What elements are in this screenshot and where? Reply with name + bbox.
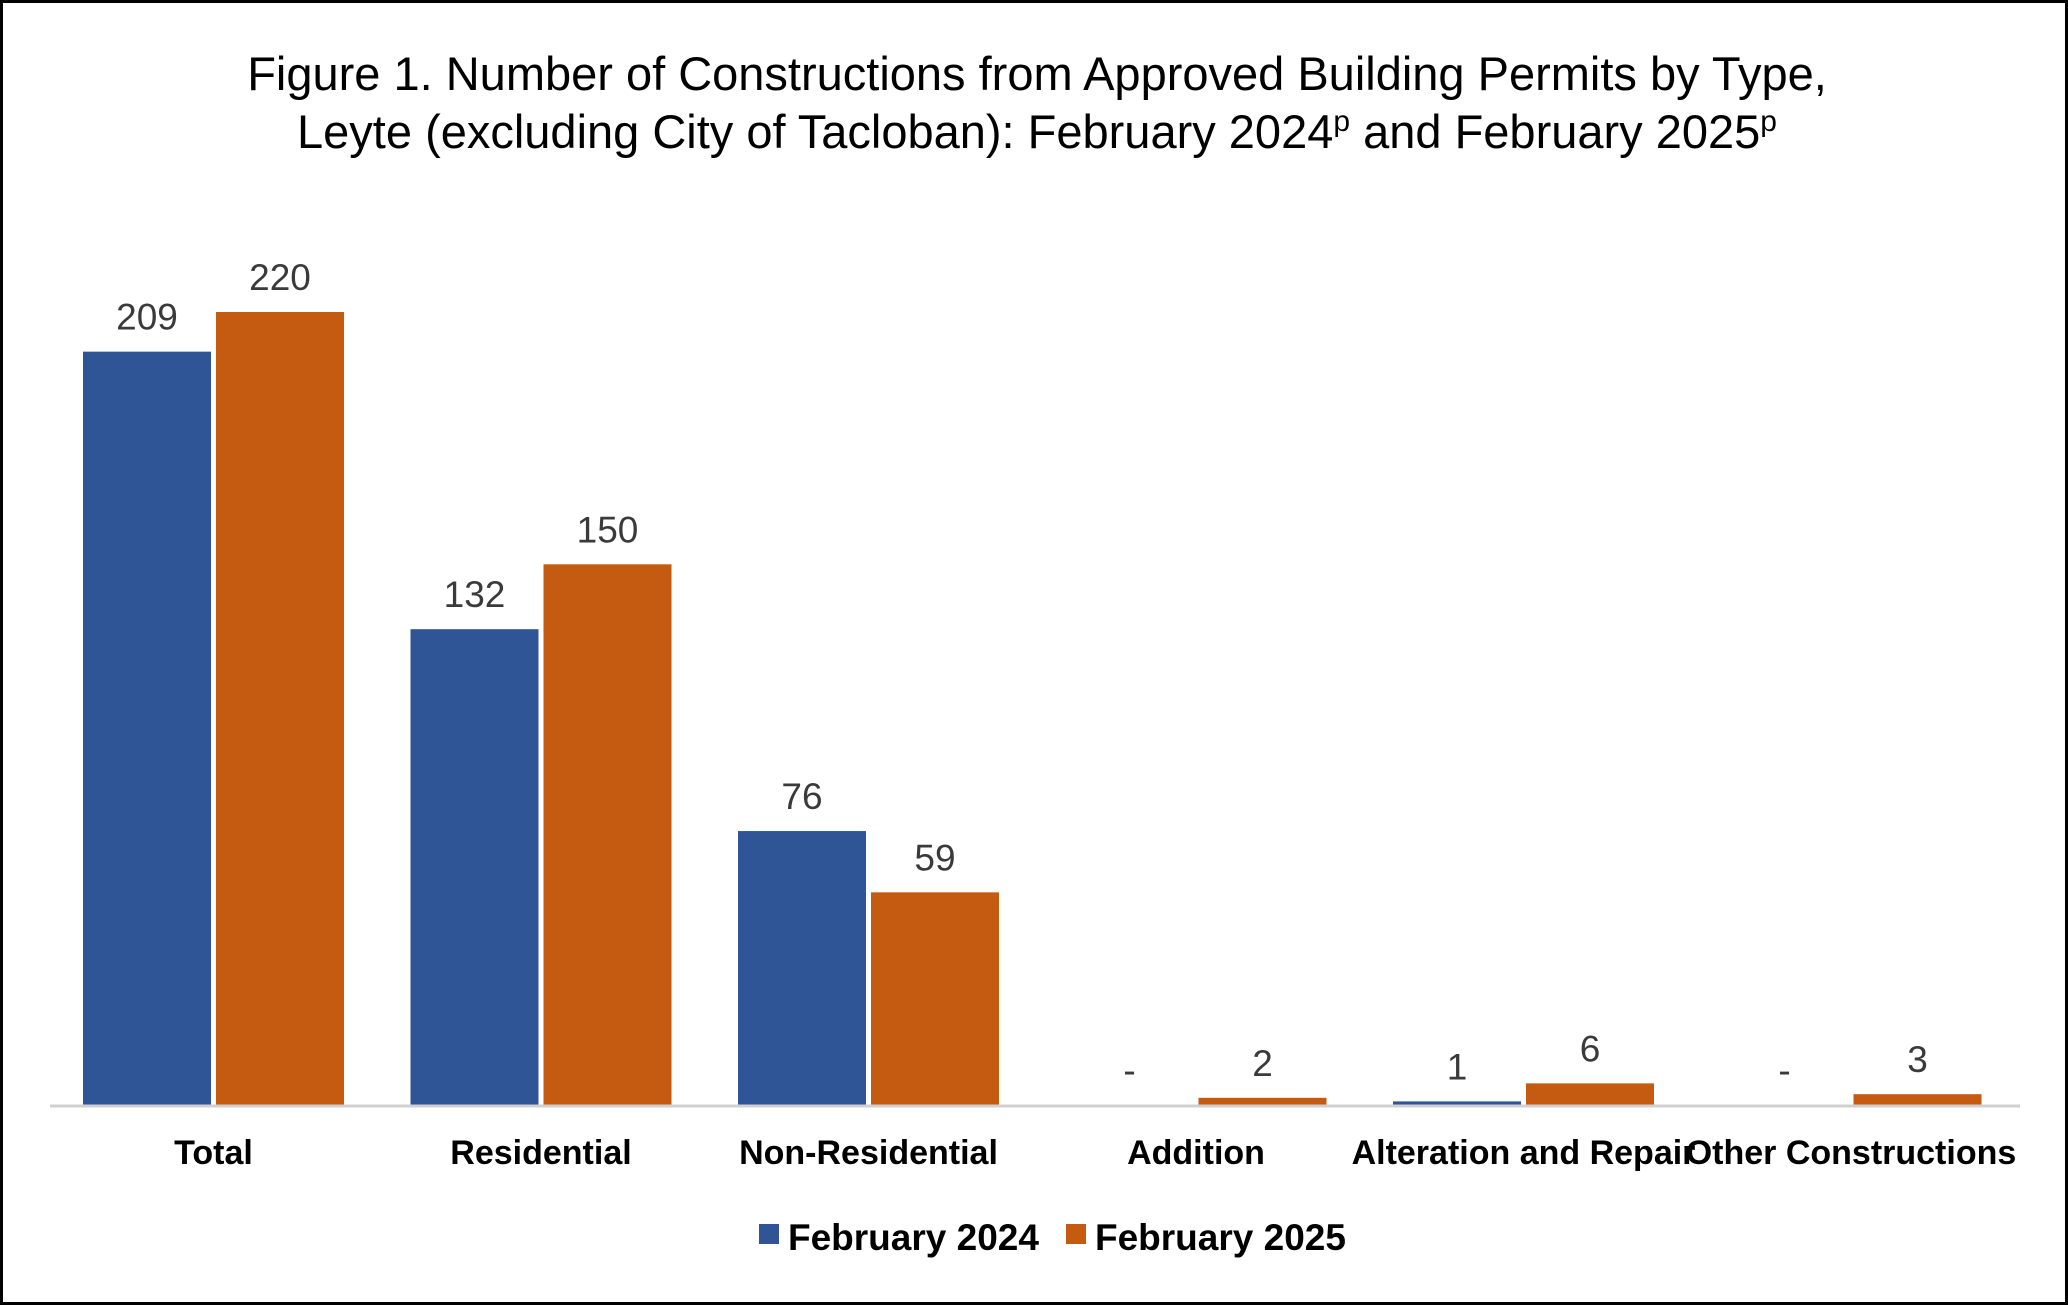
chart-title-line2: Leyte (excluding City of Tacloban): Febr…	[3, 103, 2068, 161]
bar-alteration-and-repair-february-2025	[1526, 1083, 1654, 1105]
bar-total-february-2024	[83, 351, 211, 1105]
bars-layer	[83, 312, 1982, 1105]
bar-residential-february-2025	[543, 564, 672, 1105]
data-label-alteration-and-repair-february-2024: 1	[1447, 1046, 1468, 1087]
legend-swatch-february-2025	[1066, 1224, 1086, 1244]
data-label-residential-february-2024: 132	[444, 574, 506, 615]
category-label-total: Total	[174, 1134, 253, 1172]
data-label-alteration-and-repair-february-2025: 6	[1580, 1028, 1601, 1069]
legend-label-february-2024: February 2024	[788, 1217, 1039, 1258]
title-part-mid: and February 2025	[1350, 105, 1761, 158]
title-sup-2: p	[1760, 105, 1777, 138]
bar-addition-february-2025	[1198, 1097, 1327, 1105]
data-label-addition-february-2024: -	[1123, 1050, 1135, 1091]
chart-title-line1: Figure 1. Number of Constructions from A…	[247, 47, 1827, 100]
data-label-non-residential-february-2025: 59	[914, 837, 955, 878]
bar-non-residential-february-2025	[871, 892, 999, 1105]
data-label-total-february-2025: 220	[249, 257, 311, 298]
bar-total-february-2025	[216, 312, 344, 1105]
bar-alteration-and-repair-february-2024	[1393, 1101, 1521, 1105]
data-label-residential-february-2025: 150	[577, 509, 639, 550]
category-label-non-residential: Non-Residential	[739, 1134, 998, 1172]
data-labels-layer: 209 220 132 150 76 59 - 2 1 6 - 3	[116, 257, 1928, 1091]
title-sup-1: p	[1333, 105, 1351, 138]
category-label-alteration-and-repair: Alteration and Repair	[1352, 1134, 1696, 1172]
category-labels-layer: Total Residential Non-Residential Addition A…	[174, 1134, 2016, 1172]
data-label-other-constructions-february-2025: 3	[1907, 1039, 1928, 1080]
chart-title: Figure 1. Number of Constructions from A…	[3, 45, 2068, 161]
legend: February 2024 February 2025	[759, 1217, 1346, 1258]
legend-label-february-2025: February 2025	[1095, 1217, 1346, 1258]
legend-swatch-february-2024	[759, 1224, 779, 1244]
category-label-residential: Residential	[450, 1134, 631, 1172]
data-label-non-residential-february-2024: 76	[781, 776, 822, 817]
bar-other-constructions-february-2025	[1853, 1094, 1982, 1105]
data-label-other-constructions-february-2024: -	[1778, 1050, 1790, 1091]
data-label-addition-february-2025: 2	[1252, 1043, 1273, 1084]
category-label-other-constructions: Other Constructions	[1686, 1134, 2017, 1172]
category-label-addition: Addition	[1127, 1134, 1265, 1172]
title-part-main: Leyte (excluding City of Tacloban): Febr…	[297, 105, 1334, 158]
bar-residential-february-2024	[410, 629, 539, 1105]
data-label-total-february-2024: 209	[116, 297, 178, 338]
bar-non-residential-february-2024	[738, 831, 866, 1105]
